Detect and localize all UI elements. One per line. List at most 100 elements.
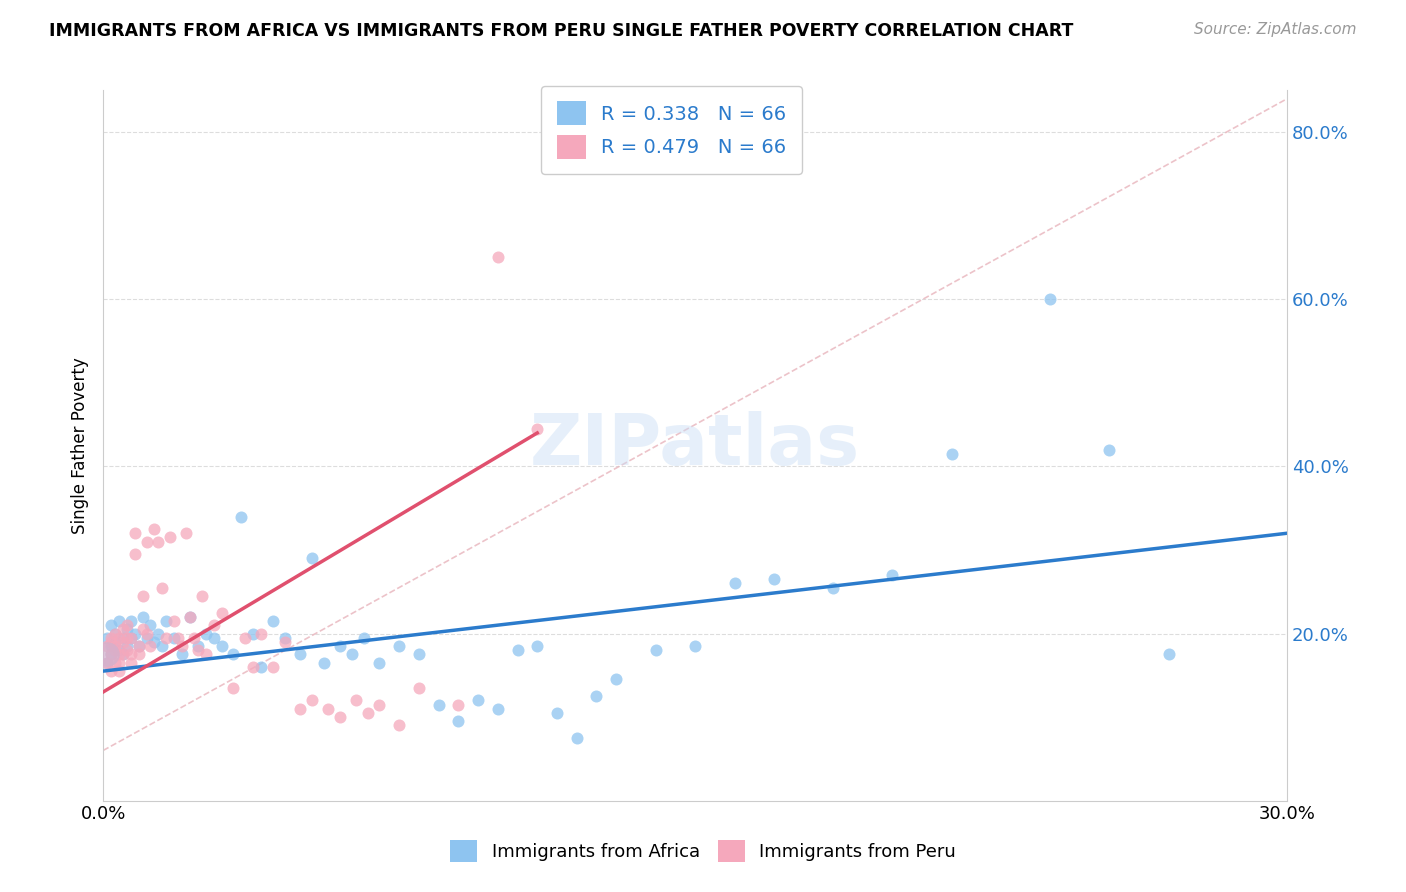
Point — [486, 702, 509, 716]
Point — [111, 648, 134, 662]
Point — [115, 618, 138, 632]
Legend: R = 0.338   N = 66, R = 0.479   N = 66: R = 0.338 N = 66, R = 0.479 N = 66 — [541, 86, 801, 174]
Point — [506, 643, 529, 657]
Point — [340, 648, 363, 662]
Point — [148, 534, 170, 549]
Point — [1098, 442, 1121, 457]
Point — [104, 639, 127, 653]
Point — [290, 648, 312, 662]
Point — [1157, 648, 1180, 662]
Point — [96, 631, 118, 645]
Y-axis label: Single Father Poverty: Single Father Poverty — [72, 357, 89, 534]
Point — [486, 251, 509, 265]
Point — [100, 639, 122, 653]
Point — [183, 631, 205, 645]
Point — [104, 643, 127, 657]
Point — [104, 635, 127, 649]
Point — [111, 631, 134, 645]
Point — [96, 656, 118, 670]
Point — [135, 534, 157, 549]
Point — [100, 635, 122, 649]
Point — [233, 631, 256, 645]
Point — [194, 648, 217, 662]
Point — [115, 631, 138, 645]
Point — [187, 643, 209, 657]
Point — [135, 631, 157, 645]
Point — [763, 572, 786, 586]
Point — [262, 660, 284, 674]
Point — [108, 631, 131, 645]
Point — [605, 673, 627, 687]
Point — [108, 648, 131, 662]
Point — [526, 422, 548, 436]
Point — [242, 626, 264, 640]
Point — [202, 631, 225, 645]
Point — [250, 626, 273, 640]
Point — [115, 643, 138, 657]
Point — [683, 639, 706, 653]
Point — [368, 656, 391, 670]
Point — [135, 626, 157, 640]
Point — [329, 710, 352, 724]
Point — [194, 626, 217, 640]
Point — [262, 614, 284, 628]
Point — [100, 664, 122, 678]
Point — [467, 693, 489, 707]
Point — [104, 626, 127, 640]
Point — [96, 648, 118, 662]
Point — [1039, 293, 1062, 307]
Point — [231, 509, 253, 524]
Point — [120, 648, 142, 662]
Point — [546, 706, 568, 720]
Point — [120, 614, 142, 628]
Point — [301, 693, 323, 707]
Point — [100, 618, 122, 632]
Point — [143, 522, 166, 536]
Point — [222, 681, 245, 695]
Point — [111, 635, 134, 649]
Point — [723, 576, 745, 591]
Text: IMMIGRANTS FROM AFRICA VS IMMIGRANTS FROM PERU SINGLE FATHER POVERTY CORRELATION: IMMIGRANTS FROM AFRICA VS IMMIGRANTS FRO… — [49, 22, 1074, 40]
Point — [131, 589, 153, 603]
Point — [179, 609, 201, 624]
Point — [167, 631, 190, 645]
Legend: Immigrants from Africa, Immigrants from Peru: Immigrants from Africa, Immigrants from … — [443, 833, 963, 870]
Point — [159, 530, 181, 544]
Point — [139, 639, 162, 653]
Point — [565, 731, 588, 745]
Point — [111, 623, 134, 637]
Point — [941, 447, 963, 461]
Point — [174, 526, 197, 541]
Point — [408, 648, 430, 662]
Point — [191, 589, 214, 603]
Point — [211, 639, 233, 653]
Point — [139, 618, 162, 632]
Point — [108, 656, 131, 670]
Text: ZIPatlas: ZIPatlas — [530, 411, 860, 480]
Point — [120, 656, 142, 670]
Point — [150, 581, 173, 595]
Point — [108, 643, 131, 657]
Point — [211, 606, 233, 620]
Point — [222, 648, 245, 662]
Point — [585, 689, 607, 703]
Point — [108, 614, 131, 628]
Point — [96, 656, 118, 670]
Point — [131, 609, 153, 624]
Point — [187, 639, 209, 653]
Point — [163, 631, 186, 645]
Point — [368, 698, 391, 712]
Point — [447, 714, 470, 729]
Point — [526, 639, 548, 653]
Point — [301, 551, 323, 566]
Text: Source: ZipAtlas.com: Source: ZipAtlas.com — [1194, 22, 1357, 37]
Point — [273, 631, 295, 645]
Point — [143, 635, 166, 649]
Point — [202, 618, 225, 632]
Point — [823, 581, 845, 595]
Point — [100, 648, 122, 662]
Point — [128, 639, 150, 653]
Point — [124, 526, 146, 541]
Point — [115, 623, 138, 637]
Point — [96, 639, 118, 653]
